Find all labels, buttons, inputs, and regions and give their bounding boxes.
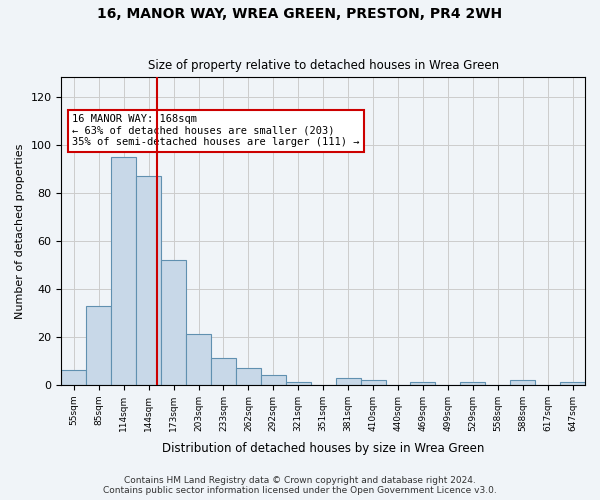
Bar: [361, 380, 386, 385]
Y-axis label: Number of detached properties: Number of detached properties: [15, 144, 25, 319]
Text: 16 MANOR WAY: 168sqm
← 63% of detached houses are smaller (203)
35% of semi-deta: 16 MANOR WAY: 168sqm ← 63% of detached h…: [72, 114, 359, 148]
Bar: [86, 306, 111, 385]
Bar: [61, 370, 86, 385]
Bar: [236, 368, 261, 385]
Bar: [111, 156, 136, 385]
Bar: [261, 375, 286, 385]
Bar: [410, 382, 436, 385]
Bar: [161, 260, 186, 385]
Bar: [510, 380, 535, 385]
Text: 16, MANOR WAY, WREA GREEN, PRESTON, PR4 2WH: 16, MANOR WAY, WREA GREEN, PRESTON, PR4 …: [97, 8, 503, 22]
Bar: [560, 382, 585, 385]
Bar: [136, 176, 161, 385]
Title: Size of property relative to detached houses in Wrea Green: Size of property relative to detached ho…: [148, 59, 499, 72]
X-axis label: Distribution of detached houses by size in Wrea Green: Distribution of detached houses by size …: [162, 442, 484, 455]
Bar: [211, 358, 236, 385]
Bar: [335, 378, 361, 385]
Bar: [460, 382, 485, 385]
Bar: [186, 334, 211, 385]
Bar: [286, 382, 311, 385]
Text: Contains HM Land Registry data © Crown copyright and database right 2024.
Contai: Contains HM Land Registry data © Crown c…: [103, 476, 497, 495]
